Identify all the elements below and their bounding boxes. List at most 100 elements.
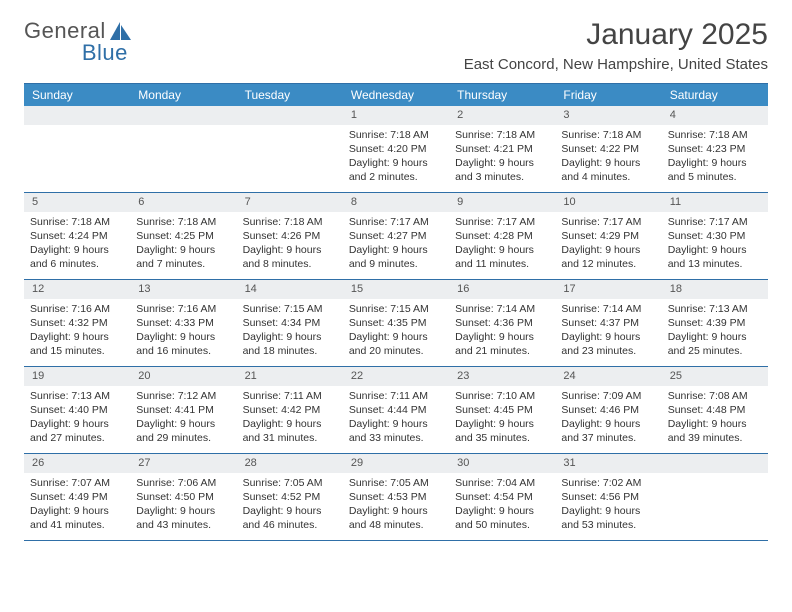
cell-body: Sunrise: 7:15 AMSunset: 4:34 PMDaylight:… (237, 299, 343, 363)
cell-sr: Sunrise: 7:08 AM (668, 389, 762, 403)
cell-dl1: Daylight: 9 hours (30, 330, 124, 344)
logo-sail-icon (110, 22, 132, 40)
day-number: 8 (343, 193, 449, 212)
cell-dl1: Daylight: 9 hours (243, 330, 337, 344)
day-number: 27 (130, 454, 236, 473)
cell-ss: Sunset: 4:29 PM (561, 229, 655, 243)
cell-dl2: and 48 minutes. (349, 518, 443, 532)
cell-sr: Sunrise: 7:06 AM (136, 476, 230, 490)
cell-ss: Sunset: 4:27 PM (349, 229, 443, 243)
cell-body: Sunrise: 7:11 AMSunset: 4:42 PMDaylight:… (237, 386, 343, 450)
calendar-cell: 5Sunrise: 7:18 AMSunset: 4:24 PMDaylight… (24, 193, 130, 279)
cell-sr: Sunrise: 7:12 AM (136, 389, 230, 403)
cell-sr: Sunrise: 7:16 AM (30, 302, 124, 316)
calendar-cell: . (130, 106, 236, 192)
calendar-cell: 2Sunrise: 7:18 AMSunset: 4:21 PMDaylight… (449, 106, 555, 192)
cell-dl2: and 8 minutes. (243, 257, 337, 271)
day-number: 4 (662, 106, 768, 125)
day-number: 7 (237, 193, 343, 212)
cell-body: Sunrise: 7:08 AMSunset: 4:48 PMDaylight:… (662, 386, 768, 450)
day-number: 30 (449, 454, 555, 473)
cell-dl2: and 23 minutes. (561, 344, 655, 358)
cell-sr: Sunrise: 7:17 AM (668, 215, 762, 229)
cell-body: Sunrise: 7:11 AMSunset: 4:44 PMDaylight:… (343, 386, 449, 450)
cell-ss: Sunset: 4:36 PM (455, 316, 549, 330)
cell-dl1: Daylight: 9 hours (668, 243, 762, 257)
cell-dl2: and 13 minutes. (668, 257, 762, 271)
cell-sr: Sunrise: 7:18 AM (136, 215, 230, 229)
cell-ss: Sunset: 4:21 PM (455, 142, 549, 156)
cell-body: Sunrise: 7:12 AMSunset: 4:41 PMDaylight:… (130, 386, 236, 450)
title-block: January 2025 East Concord, New Hampshire… (464, 18, 768, 73)
cell-ss: Sunset: 4:49 PM (30, 490, 124, 504)
day-number: 18 (662, 280, 768, 299)
logo-blue-line: GeneBlue (24, 40, 128, 66)
cell-dl2: and 50 minutes. (455, 518, 549, 532)
day-number: . (237, 106, 343, 125)
day-number: 13 (130, 280, 236, 299)
cell-body: Sunrise: 7:18 AMSunset: 4:25 PMDaylight:… (130, 212, 236, 276)
day-number: 24 (555, 367, 661, 386)
cell-dl1: Daylight: 9 hours (561, 417, 655, 431)
calendar-cell: . (24, 106, 130, 192)
calendar-cell: 17Sunrise: 7:14 AMSunset: 4:37 PMDayligh… (555, 280, 661, 366)
day-number: 26 (24, 454, 130, 473)
cell-sr: Sunrise: 7:05 AM (243, 476, 337, 490)
cell-dl1: Daylight: 9 hours (455, 504, 549, 518)
cell-body: Sunrise: 7:13 AMSunset: 4:39 PMDaylight:… (662, 299, 768, 363)
cell-dl1: Daylight: 9 hours (136, 417, 230, 431)
cell-ss: Sunset: 4:33 PM (136, 316, 230, 330)
cell-dl2: and 53 minutes. (561, 518, 655, 532)
cell-ss: Sunset: 4:26 PM (243, 229, 337, 243)
calendar-cell: 9Sunrise: 7:17 AMSunset: 4:28 PMDaylight… (449, 193, 555, 279)
cell-body: Sunrise: 7:10 AMSunset: 4:45 PMDaylight:… (449, 386, 555, 450)
day-number: 19 (24, 367, 130, 386)
calendar-cell: 19Sunrise: 7:13 AMSunset: 4:40 PMDayligh… (24, 367, 130, 453)
week-row: 19Sunrise: 7:13 AMSunset: 4:40 PMDayligh… (24, 366, 768, 453)
cell-ss: Sunset: 4:39 PM (668, 316, 762, 330)
cell-ss: Sunset: 4:53 PM (349, 490, 443, 504)
day-number: 6 (130, 193, 236, 212)
day-number: 15 (343, 280, 449, 299)
cell-sr: Sunrise: 7:18 AM (30, 215, 124, 229)
cell-body: Sunrise: 7:18 AMSunset: 4:22 PMDaylight:… (555, 125, 661, 189)
cell-sr: Sunrise: 7:15 AM (243, 302, 337, 316)
day-number: 11 (662, 193, 768, 212)
weeks-container: ...1Sunrise: 7:18 AMSunset: 4:20 PMDayli… (24, 106, 768, 540)
cell-body: Sunrise: 7:18 AMSunset: 4:24 PMDaylight:… (24, 212, 130, 276)
cell-dl2: and 5 minutes. (668, 170, 762, 184)
calendar-cell: 16Sunrise: 7:14 AMSunset: 4:36 PMDayligh… (449, 280, 555, 366)
day-number: 22 (343, 367, 449, 386)
day-number: 31 (555, 454, 661, 473)
calendar-cell: 24Sunrise: 7:09 AMSunset: 4:46 PMDayligh… (555, 367, 661, 453)
cell-body: Sunrise: 7:17 AMSunset: 4:29 PMDaylight:… (555, 212, 661, 276)
calendar-cell: 31Sunrise: 7:02 AMSunset: 4:56 PMDayligh… (555, 454, 661, 540)
day-number: 21 (237, 367, 343, 386)
cell-body: Sunrise: 7:13 AMSunset: 4:40 PMDaylight:… (24, 386, 130, 450)
cell-dl2: and 27 minutes. (30, 431, 124, 445)
calendar-cell: 6Sunrise: 7:18 AMSunset: 4:25 PMDaylight… (130, 193, 236, 279)
cell-sr: Sunrise: 7:04 AM (455, 476, 549, 490)
calendar-cell: 25Sunrise: 7:08 AMSunset: 4:48 PMDayligh… (662, 367, 768, 453)
cell-dl1: Daylight: 9 hours (243, 417, 337, 431)
calendar-cell: 23Sunrise: 7:10 AMSunset: 4:45 PMDayligh… (449, 367, 555, 453)
calendar-cell: . (237, 106, 343, 192)
calendar-cell: 1Sunrise: 7:18 AMSunset: 4:20 PMDaylight… (343, 106, 449, 192)
cell-ss: Sunset: 4:40 PM (30, 403, 124, 417)
cell-ss: Sunset: 4:20 PM (349, 142, 443, 156)
cell-dl1: Daylight: 9 hours (349, 417, 443, 431)
cell-dl1: Daylight: 9 hours (668, 330, 762, 344)
cell-sr: Sunrise: 7:18 AM (668, 128, 762, 142)
day-number: 28 (237, 454, 343, 473)
day-number: 29 (343, 454, 449, 473)
cell-body: Sunrise: 7:09 AMSunset: 4:46 PMDaylight:… (555, 386, 661, 450)
day-number: 5 (24, 193, 130, 212)
cell-sr: Sunrise: 7:13 AM (668, 302, 762, 316)
day-number: 23 (449, 367, 555, 386)
cell-dl2: and 12 minutes. (561, 257, 655, 271)
cell-dl2: and 39 minutes. (668, 431, 762, 445)
calendar-cell: 12Sunrise: 7:16 AMSunset: 4:32 PMDayligh… (24, 280, 130, 366)
cell-ss: Sunset: 4:56 PM (561, 490, 655, 504)
cell-ss: Sunset: 4:23 PM (668, 142, 762, 156)
cell-dl2: and 37 minutes. (561, 431, 655, 445)
